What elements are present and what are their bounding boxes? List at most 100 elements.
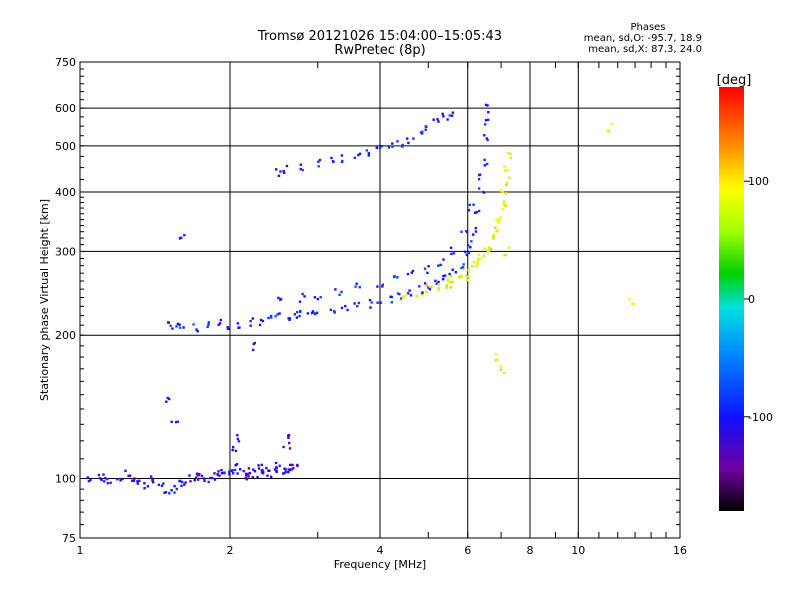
data-point [207,321,210,324]
data-point [258,323,262,327]
data-point [426,271,429,275]
data-point [454,271,457,274]
data-point [333,311,336,314]
data-point [296,464,299,467]
data-point [425,284,428,287]
data-point [358,286,361,289]
data-point [357,153,360,157]
data-point [439,263,442,267]
data-point [472,260,476,264]
data-point [466,230,469,234]
data-point [283,472,286,475]
data-point [430,285,433,289]
data-point [494,353,498,356]
data-point [437,283,440,286]
data-point [253,470,257,473]
data-point [183,234,186,237]
data-point [467,209,471,212]
data-point [256,475,259,479]
data-point [301,292,304,296]
data-point [278,464,281,467]
data-point [168,397,171,401]
colorbar-tick-label: -100 [748,411,773,424]
x-tick-label: 10 [571,544,585,557]
data-point [498,219,501,223]
data-point [477,257,480,261]
data-point [470,240,473,243]
data-point [131,479,134,482]
data-point [181,480,184,484]
colorbar-label: [deg] [717,73,752,88]
data-point [409,294,413,297]
data-point [451,268,454,271]
data-point [492,237,495,240]
data-point [332,160,335,164]
data-point [448,114,451,117]
data-point [389,295,392,298]
data-point [270,316,273,319]
y-tick-label: 300 [55,245,76,258]
y-tick-label: 100 [55,473,76,486]
data-point [423,282,427,285]
data-point [460,230,463,233]
data-point [503,169,507,172]
data-point [452,252,456,255]
data-point [396,276,399,279]
data-point [237,326,240,329]
x-tick-label: 6 [464,544,471,557]
data-point [355,282,358,285]
data-points [86,103,635,495]
data-point [461,266,465,269]
data-point [183,483,186,486]
data-point [467,251,471,255]
data-point [124,469,127,473]
data-point [319,296,322,299]
data-point [277,296,280,300]
data-point [259,318,263,322]
colorbar-ticks: 100 0 -100 [744,175,773,424]
x-tick-label: 8 [527,544,534,557]
data-point [467,269,471,272]
data-point [283,171,286,174]
data-point [396,292,400,295]
data-point [424,290,428,293]
data-point [196,330,199,333]
data-point [424,128,427,131]
data-point [251,317,254,320]
data-point [282,445,285,449]
data-point [507,246,511,249]
data-point [497,218,500,221]
data-point [367,154,370,157]
data-point [200,474,204,478]
data-point [486,250,490,253]
data-point [188,474,191,477]
data-point [459,276,462,279]
data-point [266,474,269,477]
data-point [136,480,139,483]
data-point [192,323,195,326]
data-point [463,250,467,253]
data-point [251,476,254,479]
data-point [380,145,383,148]
data-point [109,481,112,484]
data-point [437,120,440,123]
data-point [245,474,248,477]
data-point [213,472,216,475]
data-point [231,469,234,472]
data-point [299,167,302,171]
data-point [398,292,401,296]
data-point [406,137,409,140]
data-point [426,286,430,289]
x-tick-label: 1 [77,544,84,557]
data-point [492,233,496,236]
data-point [253,341,256,345]
data-point [480,257,483,260]
data-point [499,189,503,193]
data-point [368,298,372,302]
data-point [370,301,373,304]
data-point [448,272,451,276]
data-point [391,145,394,148]
x-axis-ticks: 1 2 4 6 8 10 16 [77,544,688,557]
data-point [340,306,344,310]
colorbar-tick-label: 0 [748,293,755,306]
